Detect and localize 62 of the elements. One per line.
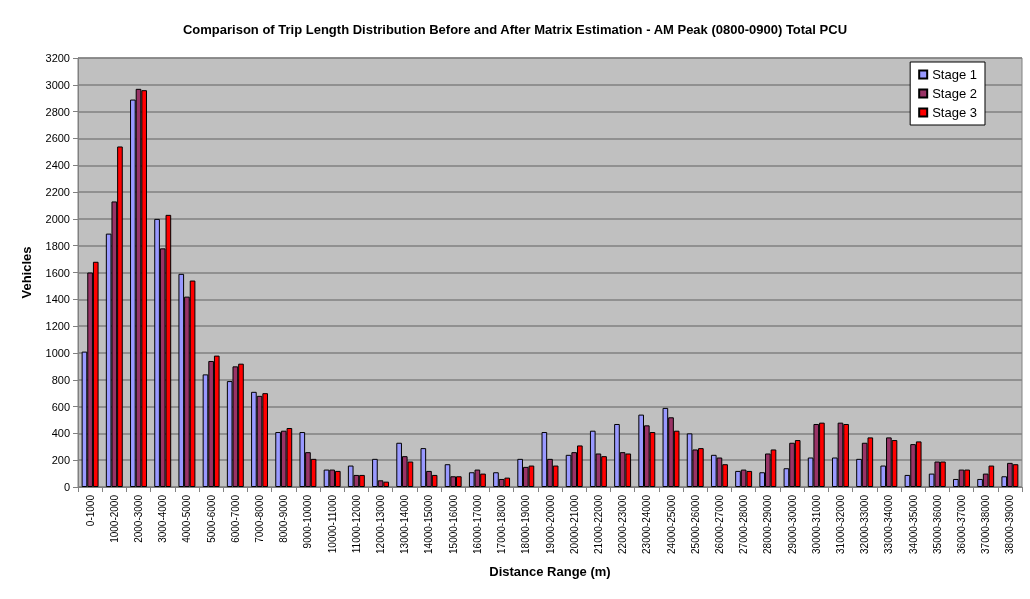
x-tick-label: 19000-20000 — [544, 494, 556, 554]
x-tick-label: 35000-36000 — [931, 494, 943, 554]
y-tick-label: 0 — [63, 481, 70, 493]
x-tick-label: 14000-15000 — [423, 494, 435, 554]
x-tick-label: 16000-17000 — [471, 494, 483, 554]
legend-label: Stage 3 — [932, 105, 978, 120]
y-tick-label: 2400 — [45, 159, 70, 172]
x-tick-label: 30000-31000 — [810, 494, 822, 554]
x-tick-label: 18000-19000 — [520, 494, 532, 554]
x-tick-label: 13000-14000 — [399, 494, 411, 554]
y-tick-label: 1400 — [45, 293, 70, 306]
y-tick-label: 1200 — [45, 320, 70, 333]
legend-label: Stage 2 — [932, 86, 978, 101]
x-tick-label: 23000-24000 — [641, 494, 653, 554]
y-tick-label: 2000 — [45, 212, 70, 225]
y-tick-label: 2600 — [45, 132, 70, 145]
x-tick-label: 9000-10000 — [302, 494, 314, 549]
x-tick-label: 26000-27000 — [713, 494, 725, 554]
x-axis-title: Distance Range (m) — [489, 564, 611, 579]
y-tick-label: 1600 — [45, 266, 70, 279]
y-tick-label: 600 — [51, 400, 70, 413]
y-tick-label: 1000 — [45, 346, 70, 359]
y-tick-label: 800 — [51, 373, 70, 386]
x-tick-label: 32000-33000 — [859, 494, 871, 554]
x-tick-label: 15000-16000 — [447, 494, 459, 554]
x-tick-label: 24000-25000 — [665, 494, 677, 554]
x-tick-label: 29000-30000 — [786, 494, 798, 554]
x-tick-label: 20000-21000 — [568, 494, 580, 554]
x-tick-label: 17000-18000 — [496, 494, 508, 554]
y-tick-label: 2800 — [45, 105, 70, 118]
x-tick-label: 22000-23000 — [617, 494, 629, 554]
x-tick-label: 21000-22000 — [592, 494, 604, 554]
x-tick-label: 34000-35000 — [907, 494, 919, 554]
x-tick-label: 6000-7000 — [229, 494, 241, 543]
x-tick-label: 25000-26000 — [689, 494, 701, 554]
x-tick-label: 5000-6000 — [205, 494, 217, 543]
x-tick-label: 7000-8000 — [254, 494, 266, 543]
x-tick-label: 1000-2000 — [108, 494, 120, 543]
x-tick-label: 2000-3000 — [133, 494, 145, 543]
x-tick-label: 10000-11000 — [326, 494, 338, 554]
y-tick-label: 400 — [51, 427, 70, 440]
chart-title: Comparison of Trip Length Distribution Before and After Matrix Estimation - AM Peak (0800-0900) Total PCU — [182, 22, 848, 37]
x-tick-label: 12000-13000 — [375, 494, 387, 554]
legend-label: Stage 1 — [932, 67, 978, 82]
x-tick-label: 37000-38000 — [980, 494, 992, 554]
x-tick-label: 4000-5000 — [181, 494, 193, 543]
x-tick-label: 3000-4000 — [157, 494, 169, 543]
y-tick-label: 3000 — [45, 78, 70, 91]
x-tick-label: 38000-39000 — [1004, 494, 1016, 554]
x-tick-label: 27000-28000 — [738, 494, 750, 554]
y-tick-label: 1800 — [45, 239, 70, 252]
y-tick-label: 3200 — [45, 52, 70, 64]
y-tick-label: 200 — [51, 454, 70, 467]
x-tick-label: 36000-37000 — [955, 494, 967, 554]
y-axis-title: Vehicles — [19, 246, 34, 299]
x-tick-label: 0-1000 — [84, 494, 96, 527]
x-tick-label: 11000-12000 — [350, 494, 362, 554]
x-tick-label: 8000-9000 — [278, 494, 290, 543]
x-tick-label: 28000-29000 — [762, 494, 774, 554]
x-tick-label: 33000-34000 — [883, 494, 895, 554]
y-tick-label: 2200 — [45, 186, 70, 199]
x-tick-label: 31000-32000 — [834, 494, 846, 554]
